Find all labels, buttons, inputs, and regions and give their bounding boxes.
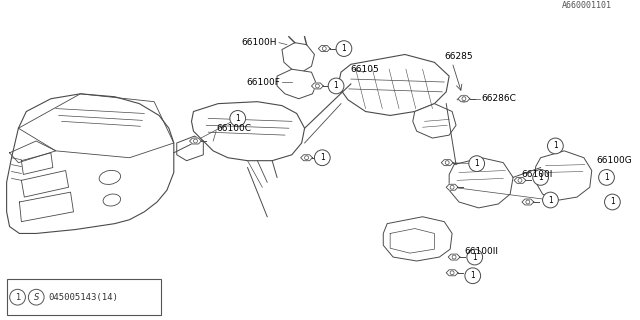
Text: 1: 1 bbox=[15, 293, 20, 302]
Circle shape bbox=[518, 178, 522, 182]
Circle shape bbox=[314, 150, 330, 166]
Polygon shape bbox=[189, 138, 202, 144]
Polygon shape bbox=[191, 102, 305, 161]
Circle shape bbox=[336, 41, 352, 56]
Circle shape bbox=[305, 156, 308, 160]
Polygon shape bbox=[277, 69, 316, 99]
Ellipse shape bbox=[103, 194, 120, 206]
Circle shape bbox=[323, 47, 326, 51]
Ellipse shape bbox=[99, 170, 120, 184]
Text: 045005143(14): 045005143(14) bbox=[48, 293, 118, 302]
Circle shape bbox=[598, 170, 614, 185]
Polygon shape bbox=[312, 83, 323, 89]
Polygon shape bbox=[449, 158, 513, 208]
Polygon shape bbox=[535, 151, 592, 200]
Polygon shape bbox=[318, 45, 330, 52]
Text: 66100F: 66100F bbox=[246, 77, 280, 86]
Text: 1: 1 bbox=[553, 141, 557, 150]
Circle shape bbox=[605, 194, 620, 210]
Polygon shape bbox=[448, 254, 460, 260]
Circle shape bbox=[543, 192, 558, 208]
Text: 66105: 66105 bbox=[351, 65, 380, 74]
Circle shape bbox=[445, 161, 449, 164]
Circle shape bbox=[462, 97, 466, 101]
Polygon shape bbox=[446, 184, 458, 190]
Circle shape bbox=[193, 139, 197, 143]
Circle shape bbox=[28, 289, 44, 305]
Circle shape bbox=[469, 156, 484, 172]
Text: 66100C: 66100C bbox=[216, 124, 251, 133]
Text: 1: 1 bbox=[548, 196, 553, 204]
Text: S: S bbox=[33, 293, 39, 302]
Text: 1: 1 bbox=[333, 82, 339, 91]
Text: 1: 1 bbox=[470, 271, 475, 280]
Text: 66286C: 66286C bbox=[482, 94, 516, 103]
Polygon shape bbox=[458, 96, 470, 102]
Text: 66100I: 66100I bbox=[521, 170, 552, 179]
Circle shape bbox=[526, 200, 530, 204]
Circle shape bbox=[547, 138, 563, 154]
Circle shape bbox=[230, 110, 246, 126]
Text: 1: 1 bbox=[236, 114, 240, 123]
Circle shape bbox=[467, 249, 483, 265]
Circle shape bbox=[460, 95, 467, 102]
Circle shape bbox=[450, 185, 454, 189]
Polygon shape bbox=[282, 43, 314, 72]
Text: 1: 1 bbox=[474, 159, 479, 168]
Polygon shape bbox=[383, 217, 452, 261]
Text: 1: 1 bbox=[320, 153, 324, 162]
Text: 1: 1 bbox=[472, 252, 477, 261]
Circle shape bbox=[328, 78, 344, 94]
Text: 1: 1 bbox=[342, 44, 346, 53]
Polygon shape bbox=[177, 136, 204, 161]
Text: 1: 1 bbox=[610, 197, 615, 206]
Circle shape bbox=[465, 268, 481, 284]
Text: 66100H: 66100H bbox=[241, 38, 277, 47]
Circle shape bbox=[452, 255, 456, 259]
Polygon shape bbox=[301, 155, 312, 161]
Circle shape bbox=[532, 170, 548, 185]
Polygon shape bbox=[446, 270, 458, 276]
Polygon shape bbox=[338, 54, 449, 116]
Text: A660001101: A660001101 bbox=[562, 1, 612, 10]
Polygon shape bbox=[6, 94, 174, 234]
Polygon shape bbox=[522, 199, 534, 205]
Text: 66285: 66285 bbox=[444, 52, 473, 61]
Text: 66100II: 66100II bbox=[464, 247, 498, 256]
Circle shape bbox=[316, 84, 319, 88]
Text: 1: 1 bbox=[538, 173, 543, 182]
Circle shape bbox=[10, 289, 26, 305]
Text: 1: 1 bbox=[604, 173, 609, 182]
Circle shape bbox=[450, 271, 454, 275]
Polygon shape bbox=[442, 160, 453, 166]
Polygon shape bbox=[514, 177, 526, 183]
Text: 66100G: 66100G bbox=[596, 156, 632, 165]
FancyBboxPatch shape bbox=[7, 279, 161, 315]
Polygon shape bbox=[413, 104, 456, 138]
